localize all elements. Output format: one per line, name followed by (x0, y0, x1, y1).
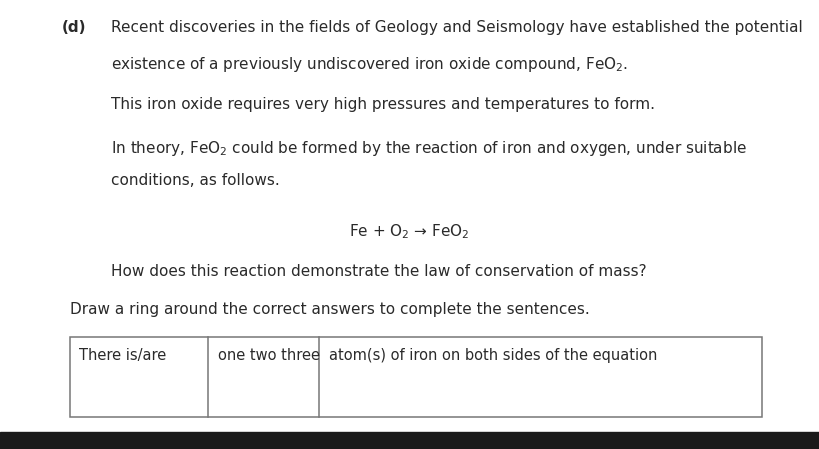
Text: atom(s) of iron on both sides of the equation: atom(s) of iron on both sides of the equ… (328, 348, 657, 363)
Bar (70, 337, 762, 417)
Text: conditions, as follows.: conditions, as follows. (111, 173, 279, 188)
Text: This iron oxide requires very high pressures and temperatures to form.: This iron oxide requires very high press… (111, 97, 654, 112)
Bar (0, 432, 819, 449)
Text: Recent discoveries in the fields of Geology and Seismology have established the : Recent discoveries in the fields of Geol… (111, 20, 803, 35)
Text: In theory, FeO$_2$ could be formed by the reaction of iron and oxygen, under sui: In theory, FeO$_2$ could be formed by th… (111, 139, 746, 158)
Text: Draw a ring around the correct answers to complete the sentences.: Draw a ring around the correct answers t… (70, 302, 590, 317)
Text: How does this reaction demonstrate the law of conservation of mass?: How does this reaction demonstrate the l… (111, 264, 646, 278)
Text: Fe + O$_2$ → FeO$_2$: Fe + O$_2$ → FeO$_2$ (349, 222, 470, 241)
Text: (d): (d) (61, 20, 86, 35)
Text: There is/are: There is/are (79, 348, 167, 363)
Text: existence of a previously undiscovered iron oxide compound, FeO$_2$.: existence of a previously undiscovered i… (111, 55, 627, 74)
Text: one two three: one two three (218, 348, 320, 363)
